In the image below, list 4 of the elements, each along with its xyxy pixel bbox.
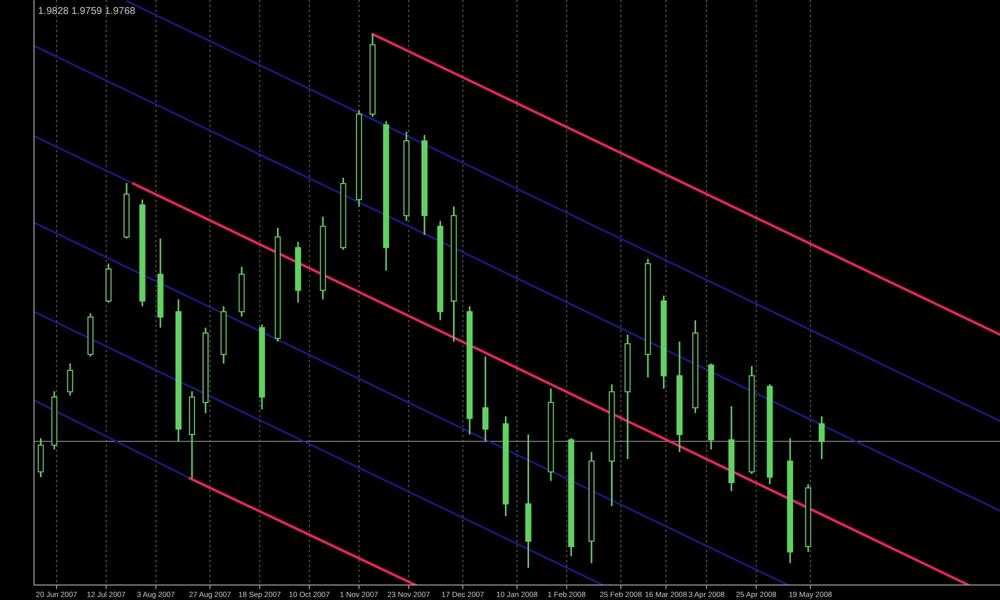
candlestick (67, 362, 74, 396)
candlestick (482, 356, 488, 442)
text: 1.9828 1.9759 1.9768 (38, 6, 136, 17)
candlestick (818, 416, 825, 460)
